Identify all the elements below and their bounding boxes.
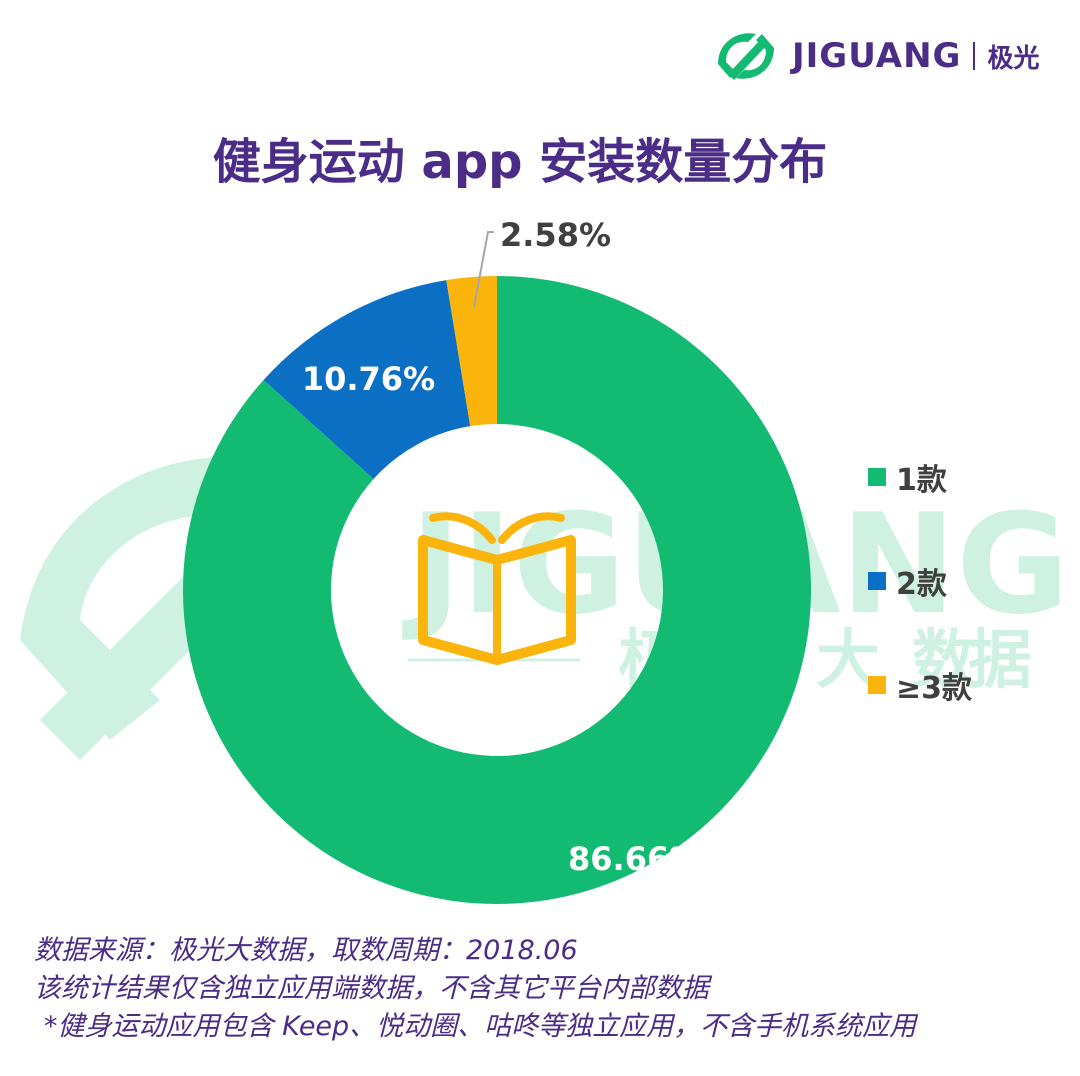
leader-line	[473, 231, 494, 308]
legend-swatch	[868, 468, 886, 486]
legend-label: 1款	[896, 463, 947, 498]
donut-slice	[446, 276, 497, 427]
footer-source: 数据来源：极光大数据，取数周期：2018.06	[34, 935, 578, 966]
slice-label: 10.76%	[302, 360, 435, 398]
slice-label: 86.66%	[568, 840, 701, 878]
brand-name-cn: 极光	[987, 43, 1040, 74]
brand-header: JIGUANG 极光	[712, 24, 1039, 88]
legend-item: ≥3款	[868, 666, 973, 706]
donut-slice	[263, 280, 471, 479]
legend-item: 1款	[868, 458, 972, 498]
chart-title: 健身运动 app 安装数量分布	[212, 134, 828, 190]
footer-note: *健身运动应用包含 Keep、悦动圈、咕咚等独立应用，不含手机系统应用	[44, 1011, 917, 1042]
legend-swatch	[868, 572, 886, 590]
chart-legend: 1款 2款 ≥3款	[868, 458, 972, 770]
book-icon	[418, 512, 576, 665]
legend-label: ≥3款	[896, 671, 973, 706]
footer-notes: 数据来源：极光大数据，取数周期：2018.06 该统计结果仅含独立应用端数据，不…	[34, 932, 916, 1046]
brand-separator	[973, 42, 976, 70]
footer-scope: 该统计结果仅含独立应用端数据，不含其它平台内部数据	[34, 973, 709, 1004]
jiguang-logo-icon	[718, 33, 774, 80]
legend-label: 2款	[896, 567, 947, 602]
donut-slice	[183, 276, 812, 905]
slice-label: 2.58%	[500, 216, 611, 254]
legend-item: 2款	[868, 562, 972, 602]
legend-swatch	[868, 676, 886, 694]
brand-name: JIGUANG	[792, 36, 962, 76]
